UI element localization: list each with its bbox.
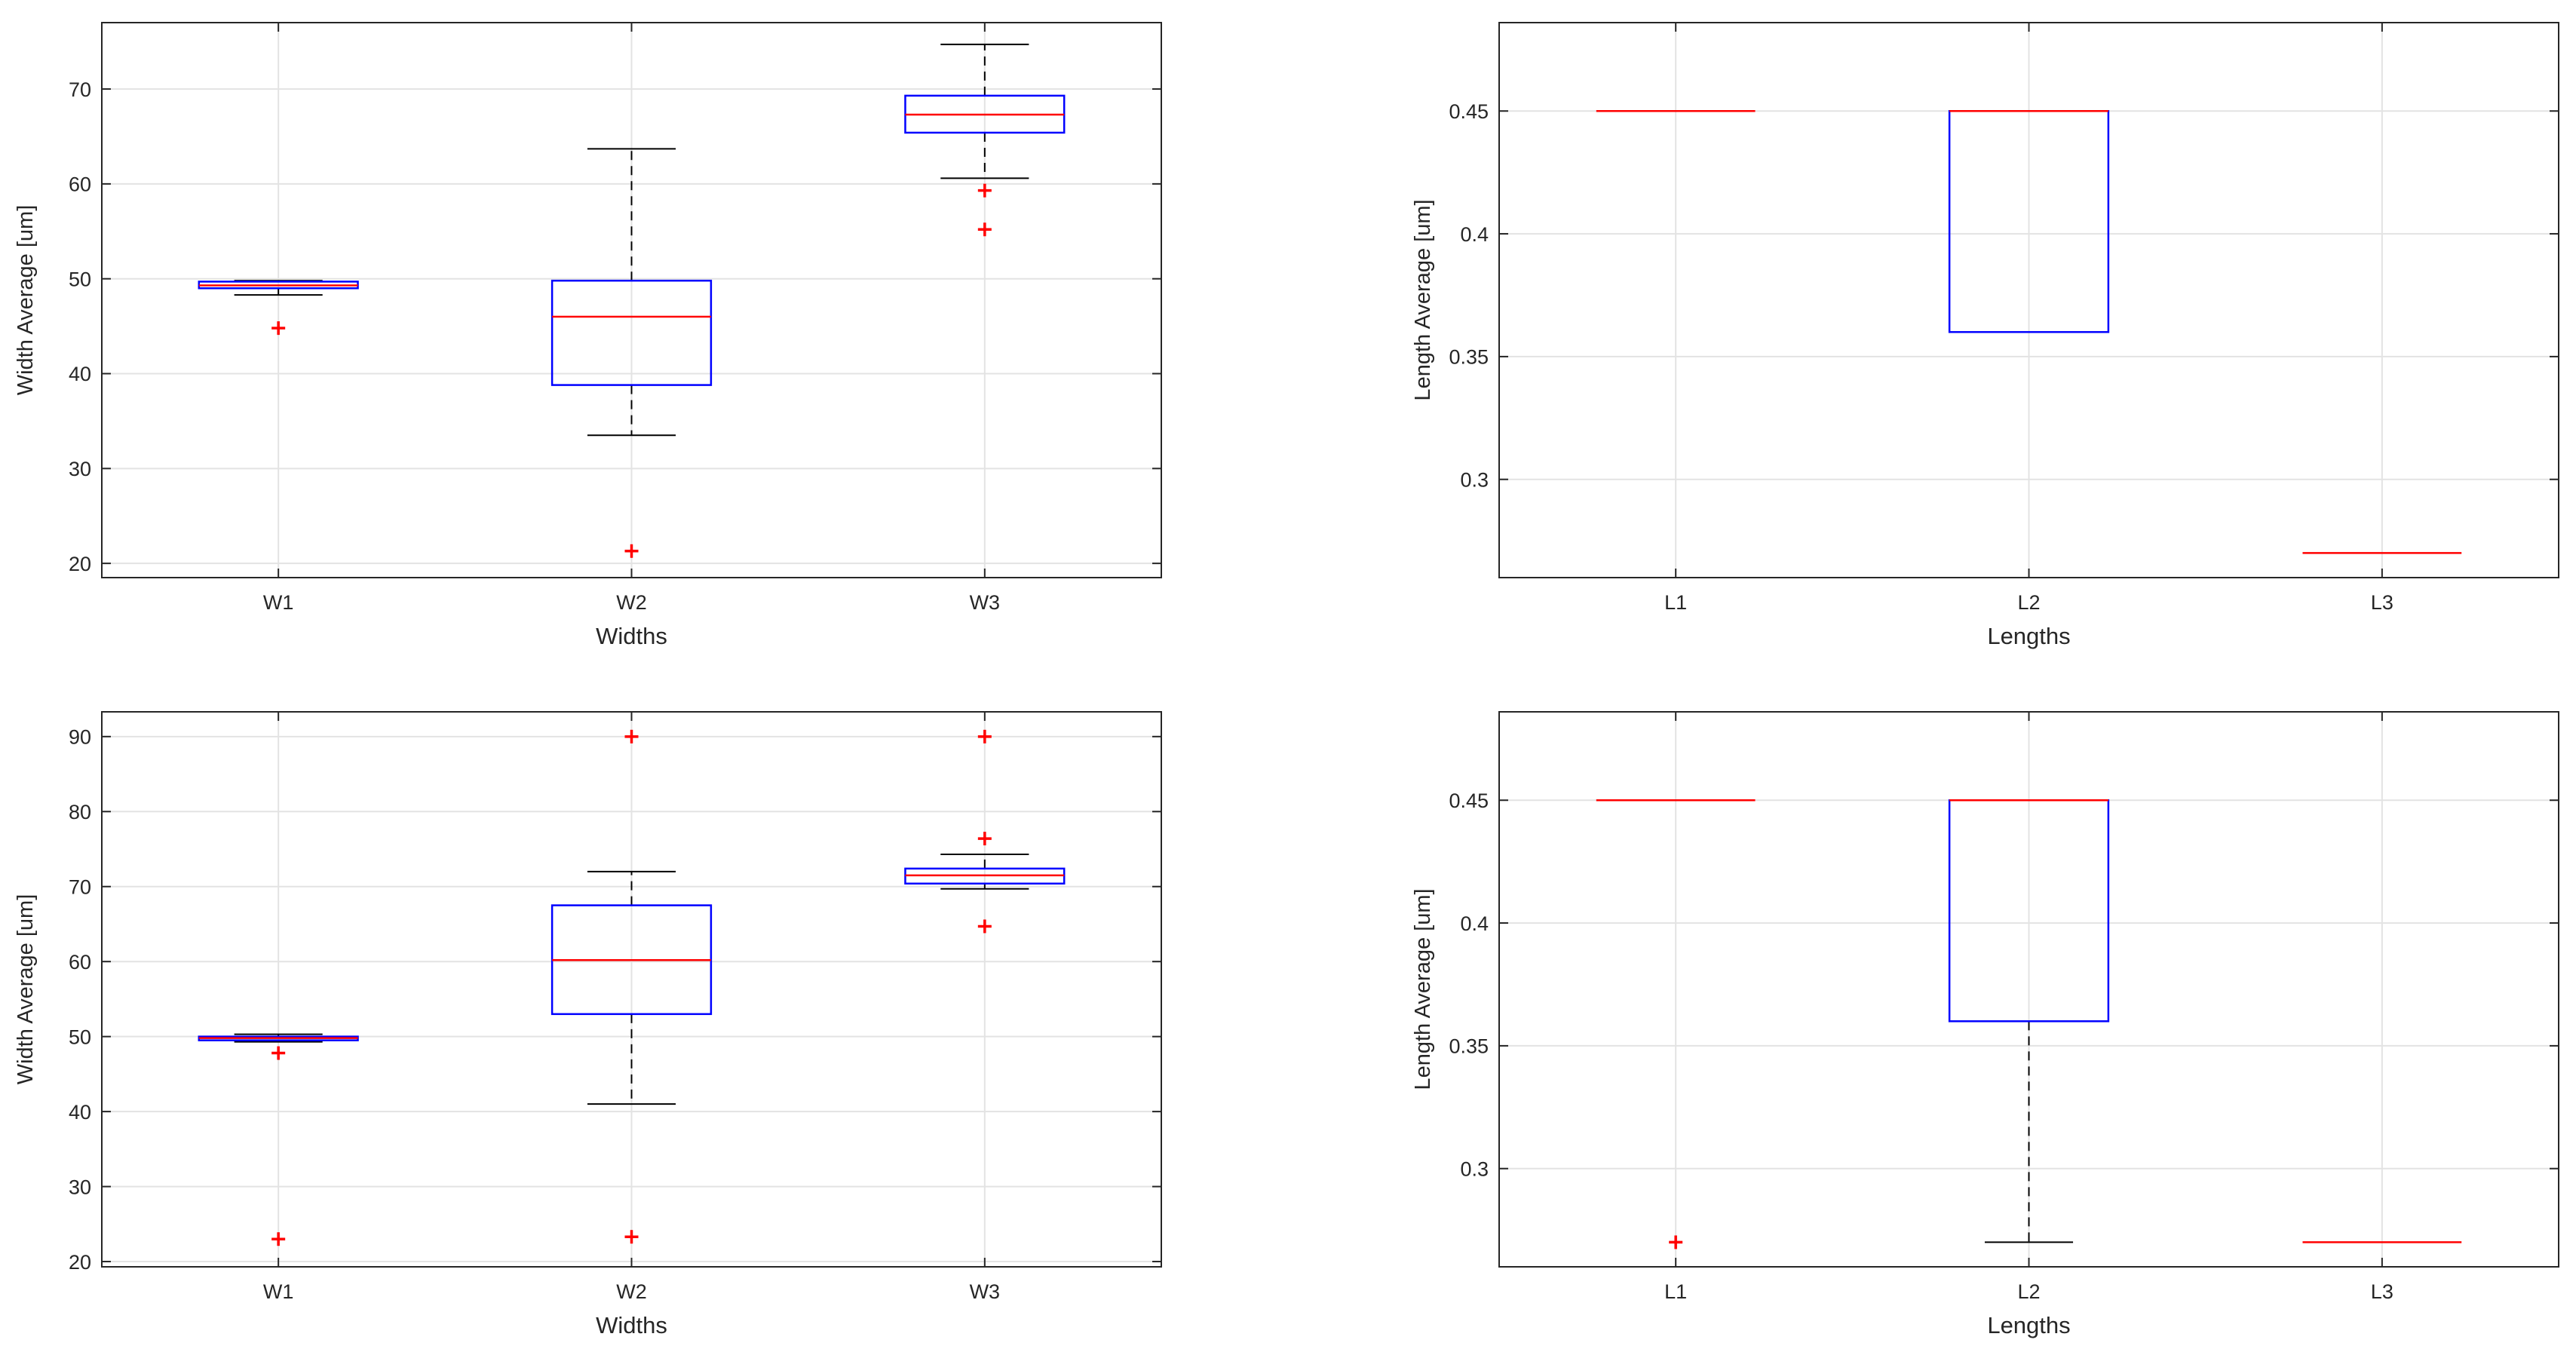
y-tick-label: 0.45 (1449, 789, 1489, 812)
x-tick-label: W3 (970, 591, 1001, 614)
x-tick-label: W2 (616, 1280, 647, 1303)
y-tick-label: 0.4 (1460, 223, 1489, 246)
y-axis-ticks: 0.3 0.35 0.4 0.45 (1449, 789, 2559, 1180)
y-tick-label: 70 (69, 78, 91, 101)
x-axis-ticks: W1 W2 W3 (263, 23, 1000, 614)
box-series (198, 729, 1066, 1246)
x-axis-label: Lengths (1987, 623, 2070, 649)
y-tick-label: 20 (69, 1251, 91, 1274)
x-axis-label: Widths (596, 623, 667, 649)
grid (1499, 712, 2559, 1267)
y-tick-label: 90 (69, 726, 91, 749)
y-axis-label: Width Average [um] (14, 205, 38, 396)
plot-bottom-right: 0.3 0.35 0.4 0.45 L1 L2 L3 Lengths Length Averag… (1411, 711, 2559, 1338)
y-tick-label: 0.4 (1460, 912, 1489, 935)
axes-frame (1498, 22, 2559, 578)
outlier-marker (1669, 1235, 1683, 1249)
x-tick-label: L3 (2371, 591, 2394, 614)
plot-top-left: 20 30 40 50 60 70 W1 W2 W3 Widths Width Average [u… (14, 22, 1162, 649)
y-axis-ticks: 0.3 0.35 0.4 0.45 (1449, 100, 2559, 491)
outlier-marker (977, 729, 992, 743)
x-tick-label: L3 (2371, 1280, 2394, 1303)
grid (1499, 23, 2559, 578)
outlier-marker (977, 832, 992, 846)
x-tick-label: W2 (616, 591, 647, 614)
y-tick-label: 60 (69, 951, 91, 973)
box-w3 (904, 729, 1066, 934)
axes-frame (101, 22, 1162, 578)
outlier-marker (624, 729, 639, 743)
y-tick-label: 0.3 (1460, 1157, 1489, 1180)
x-tick-label: W3 (970, 1280, 1001, 1303)
x-axis-ticks: L1 L2 L3 (1664, 23, 2394, 614)
x-tick-label: L2 (2017, 1280, 2040, 1303)
y-axis-ticks: 20 30 40 50 60 70 80 90 (69, 726, 1161, 1274)
y-axis-label: Length Average [um] (1411, 888, 1435, 1090)
x-axis-label: Widths (596, 1312, 667, 1338)
grid (102, 23, 1161, 578)
axes-frame (1498, 711, 2559, 1268)
outlier-marker (624, 544, 639, 558)
y-tick-label: 50 (69, 268, 91, 290)
outlier-marker (271, 321, 286, 336)
x-tick-label: W1 (263, 591, 294, 614)
outlier-marker (977, 183, 992, 198)
y-tick-label: 30 (69, 1176, 91, 1198)
y-tick-label: 30 (69, 458, 91, 480)
box-w1 (198, 280, 359, 336)
y-axis-label: Length Average [um] (1411, 199, 1435, 400)
x-axis-ticks: W1 W2 W3 (263, 712, 1000, 1303)
axes-frame (101, 711, 1162, 1268)
box-l1 (1596, 799, 1756, 1249)
x-axis-label: Lengths (1987, 1312, 2070, 1338)
x-tick-label: L2 (2017, 591, 2040, 614)
x-axis-ticks: L1 L2 L3 (1664, 712, 2394, 1303)
box-w2 (550, 148, 713, 558)
y-axis-ticks: 20 30 40 50 60 70 (69, 78, 1161, 575)
outlier-marker (624, 1230, 639, 1244)
y-tick-label: 60 (69, 173, 91, 196)
box-series (198, 43, 1066, 558)
outlier-marker (977, 222, 992, 237)
y-tick-label: 0.3 (1460, 468, 1489, 491)
y-axis-label: Width Average [um] (14, 894, 38, 1085)
box-l2 (1948, 109, 2110, 333)
y-tick-label: 0.35 (1449, 1035, 1489, 1058)
box-iqr (550, 279, 713, 386)
box-l2 (1948, 799, 2110, 1243)
y-tick-label: 40 (69, 363, 91, 385)
outlier-marker (271, 1232, 286, 1246)
outlier-marker (977, 919, 992, 934)
box-w1 (198, 1033, 359, 1246)
x-tick-label: L1 (1664, 591, 1687, 614)
y-tick-label: 40 (69, 1101, 91, 1124)
y-tick-label: 70 (69, 875, 91, 898)
grid (102, 712, 1161, 1267)
x-tick-label: W1 (263, 1280, 294, 1303)
y-tick-label: 50 (69, 1026, 91, 1048)
x-tick-label: L1 (1664, 1280, 1687, 1303)
y-tick-label: 0.35 (1449, 346, 1489, 369)
box-w3 (904, 43, 1066, 237)
box-series (1596, 109, 2462, 554)
y-tick-label: 20 (69, 553, 91, 575)
y-tick-label: 0.45 (1449, 100, 1489, 123)
y-tick-label: 80 (69, 801, 91, 823)
box-series (1596, 799, 2462, 1249)
box-w2 (550, 729, 713, 1244)
plot-top-right: 0.3 0.35 0.4 0.45 L1 L2 L3 Lengths Length Averag… (1411, 22, 2559, 649)
plot-bottom-left: 20 30 40 50 60 70 80 90 W1 W2 W3 Widths Width Averag… (14, 711, 1162, 1338)
outlier-marker (271, 1046, 286, 1060)
